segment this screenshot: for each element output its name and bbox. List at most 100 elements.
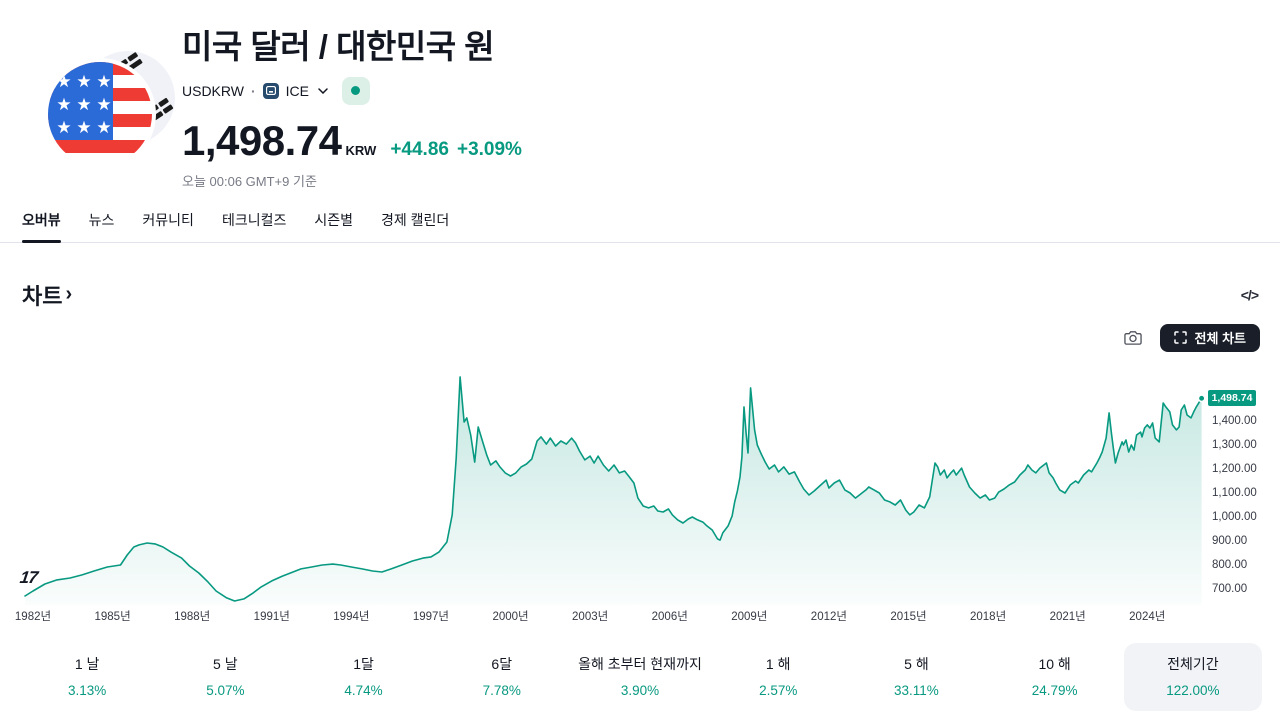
period-change-value: 3.90% — [620, 682, 660, 698]
us-flag-icon: ★ ★ ★ ★ ★ ★ ★ ★ ★ — [44, 58, 156, 170]
period-selector: 1 날 3.13% 5 날 5.07% 1달 4.74% 6달 7.78% 올해 초부터 현재까… — [18, 642, 1262, 711]
exchange-name: ICE — [285, 82, 309, 99]
pair-flags: ★ ★ ★ ★ ★ ★ ★ ★ ★ — [24, 24, 176, 170]
last-price: 1,498.74 — [182, 116, 342, 164]
svg-text:★: ★ — [56, 95, 71, 115]
tab-4[interactable]: 시즌별 — [314, 211, 353, 228]
x-axis-label: 2024년 — [1129, 610, 1166, 623]
snapshot-button[interactable] — [1118, 324, 1148, 352]
period-button-8[interactable]: 전체기간 122.00% — [1123, 642, 1262, 711]
full-chart-label: 전체 차트 — [1194, 331, 1246, 347]
chart-price-line — [24, 375, 1203, 602]
symbol-exchange-selector[interactable]: USDKRW · ICE — [182, 82, 328, 99]
page-title: 미국 달러 / 대한민국 원 — [182, 28, 495, 65]
tab-5[interactable]: 경제 캘린더 — [380, 211, 450, 228]
period-button-2[interactable]: 1달 4.74% — [294, 643, 432, 711]
period-label: 1 해 — [765, 655, 791, 672]
camera-icon — [1123, 331, 1142, 345]
period-button-6[interactable]: 5 해 33.11% — [847, 643, 985, 711]
price-change: +44.86 +3.09% — [390, 139, 522, 161]
period-change-value: 4.74% — [344, 682, 383, 698]
period-label: 올해 초부터 현재까지 — [578, 655, 702, 672]
period-change-value: 3.13% — [67, 682, 107, 698]
period-change-value: 122.00% — [1166, 682, 1220, 698]
x-axis-label: 1985년 — [94, 610, 131, 623]
x-axis-label: 2009년 — [731, 610, 768, 623]
chevron-down-icon — [318, 87, 328, 94]
period-change-value: 24.79% — [1031, 682, 1078, 698]
y-axis-label: 1,100.00 — [1212, 486, 1257, 499]
period-button-5[interactable]: 1 해 2.57% — [709, 643, 847, 711]
period-label: 5 해 — [904, 655, 929, 672]
period-label: 1 날 — [74, 655, 100, 672]
x-axis-label: 1991년 — [253, 610, 290, 623]
ice-exchange-icon — [262, 82, 279, 99]
tab-bar: 오버뷰 뉴스 커뮤니티 테크니컬즈 시즌별 경제 캘린더 — [0, 204, 1280, 243]
x-axis-label: 2021년 — [1049, 610, 1086, 623]
price-chart[interactable]: 17 1,400.00 1,300.00 1,200.00 1,100.00 1,000… — [0, 365, 1280, 633]
x-axis-label: 2000년 — [492, 610, 529, 623]
period-button-0[interactable]: 1 날 3.13% — [18, 643, 156, 711]
period-change-value: 2.57% — [759, 682, 798, 698]
last-price-dot — [1197, 393, 1206, 402]
period-label: 5 날 — [213, 655, 238, 672]
y-axis-label: 1,200.00 — [1212, 462, 1257, 475]
period-button-7[interactable]: 10 해 24.79% — [986, 643, 1124, 711]
chart-section-header: 차트 › </> — [0, 279, 1280, 311]
change-percent: +3.09% — [456, 138, 522, 160]
period-button-1[interactable]: 5 날 5.07% — [156, 643, 294, 711]
y-axis-label: 900.00 — [1212, 534, 1248, 547]
period-button-4[interactable]: 올해 초부터 현재까지 3.90% — [571, 643, 709, 711]
y-axis-label: 700.00 — [1212, 582, 1248, 595]
chart-section-link[interactable]: 차트 › — [22, 279, 72, 311]
x-axis-label: 1994년 — [333, 610, 370, 623]
svg-text:★: ★ — [56, 118, 71, 138]
svg-text:★: ★ — [96, 95, 111, 115]
svg-text:★: ★ — [76, 95, 91, 115]
x-axis-label: 2015년 — [890, 610, 927, 623]
embed-code-icon[interactable]: </> — [1240, 286, 1259, 303]
market-status-badge[interactable] — [341, 76, 370, 105]
chart-area-fill — [25, 376, 1202, 605]
svg-text:★: ★ — [96, 118, 111, 138]
tab-0[interactable]: 오버뷰 — [22, 204, 61, 243]
x-axis-label: 2006년 — [651, 610, 688, 623]
x-axis-label: 1997년 — [412, 610, 450, 623]
period-change-value: 7.78% — [482, 682, 521, 698]
separator-dot: · — [250, 82, 256, 99]
full-chart-button[interactable]: 전체 차트 — [1159, 323, 1260, 352]
y-axis-label: 1,400.00 — [1212, 414, 1257, 427]
quote-timestamp: 오늘 00:06 GMT+9 기준 — [182, 173, 317, 189]
svg-text:★: ★ — [76, 118, 91, 138]
x-axis-label: 1988년 — [174, 610, 211, 623]
x-axis-label: 1982년 — [14, 610, 52, 623]
header: ★ ★ ★ ★ ★ ★ ★ ★ ★ 미국 달러 / 대한민국 원 USDKRW · ICE — [0, 0, 1280, 190]
tradingview-logo-icon: 17 — [18, 567, 39, 587]
price-currency: KRW — [345, 142, 377, 158]
svg-text:★: ★ — [76, 72, 91, 92]
x-axis-label: 2003년 — [572, 610, 609, 623]
chart-toolbar: 전체 차트 — [0, 323, 1280, 353]
change-absolute: +44.86 — [390, 138, 449, 160]
tab-3[interactable]: 테크니컬즈 — [221, 211, 287, 228]
period-label: 1달 — [353, 655, 374, 672]
symbol-ticker: USDKRW — [182, 82, 244, 99]
price-row: 1,498.74 KRW +44.86 +3.09% — [182, 117, 522, 165]
svg-text:★: ★ — [96, 72, 111, 92]
tab-1[interactable]: 뉴스 — [88, 211, 115, 228]
period-change-value: 33.11% — [894, 682, 939, 698]
market-open-dot-icon — [351, 86, 361, 96]
chart-section-title: 차트 — [22, 283, 63, 309]
period-button-3[interactable]: 6달 7.78% — [433, 643, 571, 711]
y-axis-label: 1,300.00 — [1212, 438, 1257, 451]
y-axis-label: 800.00 — [1212, 558, 1248, 571]
x-axis-label: 2018년 — [969, 610, 1007, 623]
last-price-axis-badge: 1,498.74 — [1208, 389, 1256, 406]
tab-2[interactable]: 커뮤니티 — [142, 211, 194, 228]
x-axis-label: 2012년 — [810, 610, 847, 623]
area-chart-canvas — [24, 375, 1206, 605]
header-info: 미국 달러 / 대한민국 원 USDKRW · ICE 1,498.74 KRW — [176, 24, 522, 190]
fullscreen-icon — [1173, 331, 1187, 344]
y-axis-label: 1,000.00 — [1212, 510, 1257, 523]
symbol-row: USDKRW · ICE — [182, 76, 522, 105]
